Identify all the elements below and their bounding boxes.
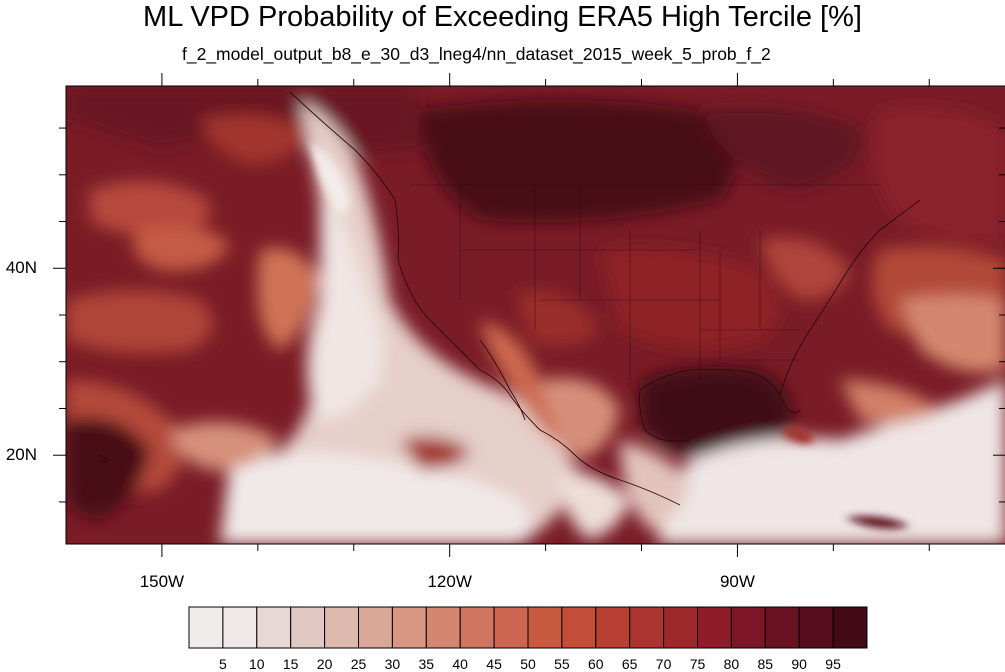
colorbar-box <box>832 606 868 649</box>
axis-ticks <box>53 73 1005 557</box>
colorbar-box <box>663 606 699 649</box>
map-title: ML VPD Probability of Exceeding ERA5 Hig… <box>143 1 862 33</box>
coastlines <box>99 91 921 506</box>
colorbar-box <box>358 606 393 649</box>
colorbar-box <box>324 606 360 649</box>
colorbar-label: 55 <box>554 656 570 672</box>
colorbar-label: 35 <box>418 656 435 672</box>
colorbar-label: 40 <box>452 656 468 672</box>
probability-map <box>53 73 1005 557</box>
colorbar-label: 5 <box>218 656 227 672</box>
colorbar-box <box>256 606 292 649</box>
colorbar-label: 60 <box>588 656 604 672</box>
colorbar-label: 30 <box>384 656 401 672</box>
colorbar <box>188 606 868 649</box>
lon-label: 150W <box>139 572 185 591</box>
probability-field <box>66 86 1005 544</box>
colorbar-box <box>764 606 800 649</box>
colorbar-label: 75 <box>689 656 706 672</box>
colorbar-box <box>629 606 665 649</box>
lon-label: 120W <box>427 572 472 591</box>
colorbar-box <box>493 606 529 649</box>
colorbar-box <box>798 606 834 649</box>
colorbar-label: 70 <box>655 656 672 672</box>
colorbar-box <box>459 606 495 649</box>
colorbar-box <box>290 606 326 649</box>
colorbar-box <box>425 606 461 649</box>
colorbar-label: 15 <box>282 656 299 672</box>
colorbar-box <box>561 606 597 649</box>
lat-label: 20N <box>5 445 37 465</box>
colorbar-label: 10 <box>249 656 265 672</box>
colorbar-label: 45 <box>486 656 502 672</box>
colorbar-box <box>527 606 563 649</box>
colorbar-label: 20 <box>316 656 333 672</box>
colorbar-box <box>697 606 732 649</box>
colorbar-label: 25 <box>350 656 367 672</box>
colorbar-box <box>730 606 766 649</box>
lon-label: 90W <box>719 572 755 591</box>
colorbar-box <box>595 606 631 649</box>
colorbar-label: 85 <box>757 656 774 672</box>
colorbar-label: 80 <box>723 656 740 672</box>
colorbar-box <box>391 606 427 649</box>
state-borders <box>410 184 880 380</box>
lat-label: 40N <box>5 258 37 278</box>
colorbar-label: 95 <box>825 656 841 672</box>
colorbar-box <box>222 606 258 649</box>
colorbar-box <box>188 606 224 649</box>
colorbar-label: 90 <box>791 656 807 672</box>
colorbar-label: 65 <box>621 656 638 672</box>
colorbar-label: 50 <box>520 656 536 672</box>
map-subtitle: f_2_model_output_b8_e_30_d3_lneg4/nn_dat… <box>182 44 771 64</box>
